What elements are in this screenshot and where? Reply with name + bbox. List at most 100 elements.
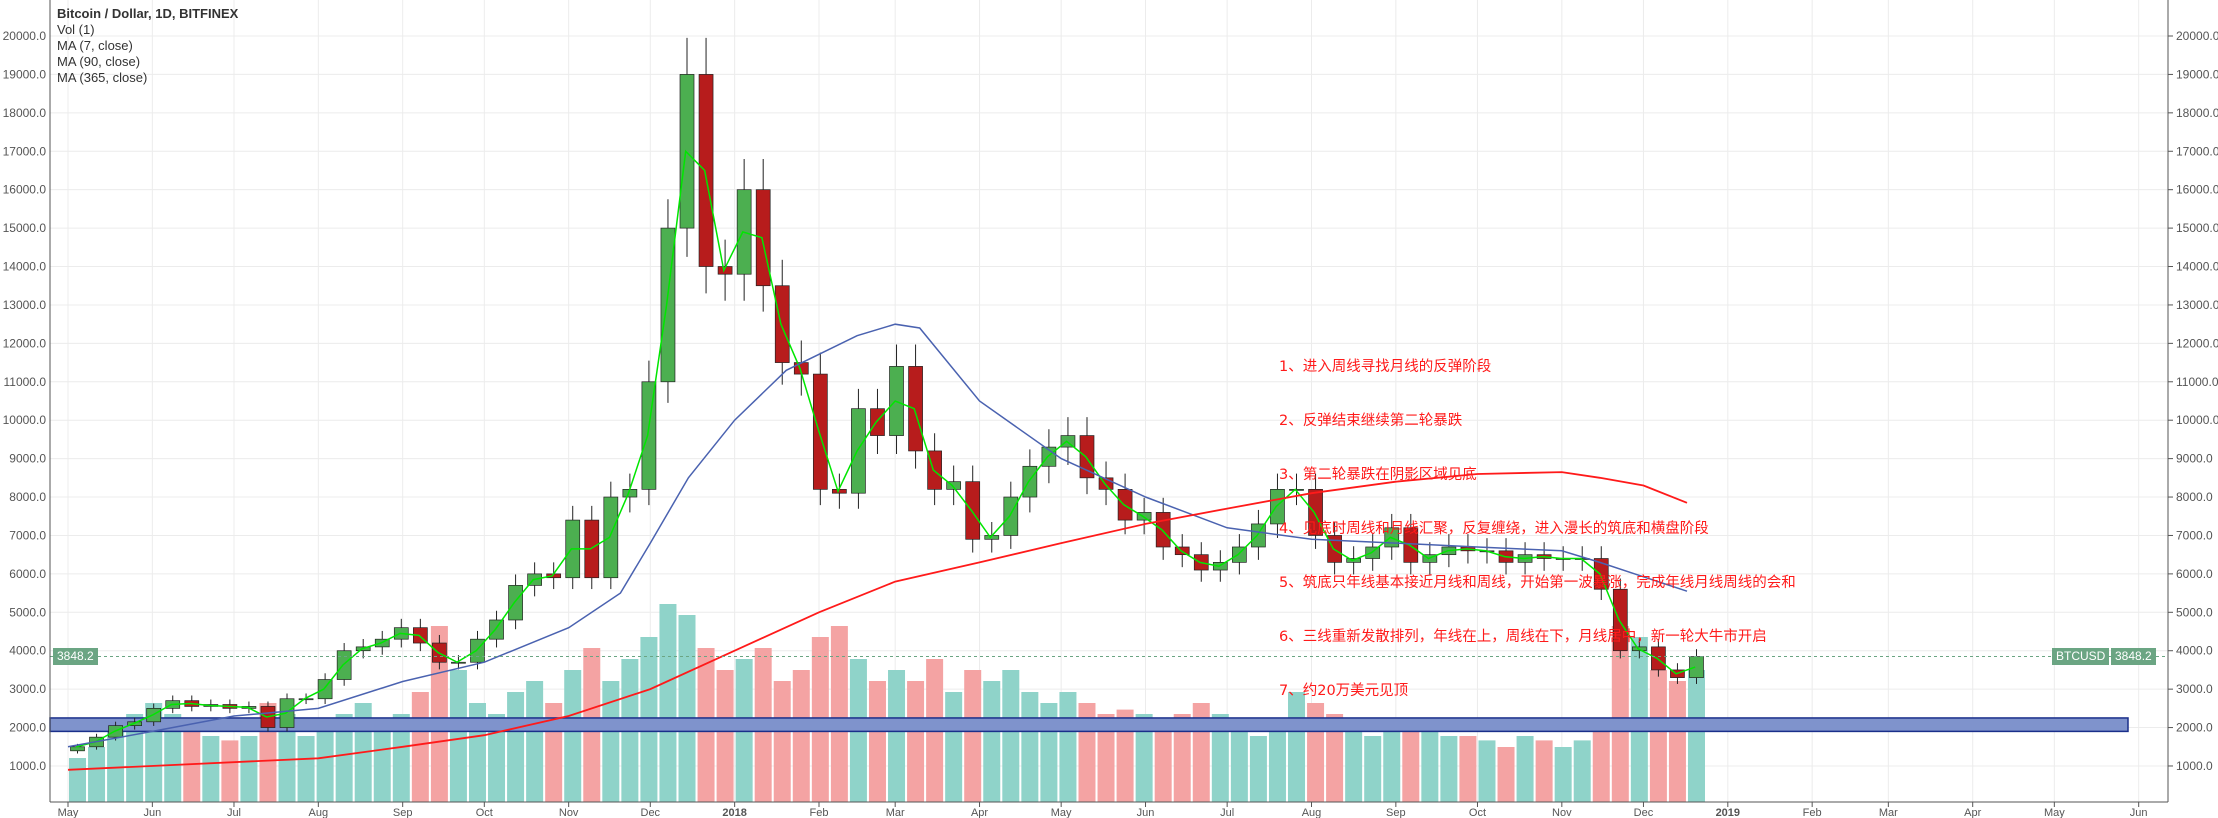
volume-bar — [1154, 718, 1172, 802]
candle — [603, 496, 619, 579]
candle — [489, 619, 504, 640]
y-tick-label: 4000.0 — [2176, 644, 2213, 658]
candle — [679, 74, 695, 229]
volume-bar — [945, 692, 963, 802]
x-tick-label: Sep — [1386, 807, 1406, 818]
x-tick-label: Jul — [1220, 807, 1234, 818]
symbol-tag: BTCUSD — [2052, 648, 2110, 665]
x-tick-label: May — [1051, 807, 1072, 818]
left-price-tag: 3848.2 — [53, 648, 98, 665]
candle — [755, 189, 771, 287]
candle — [1593, 558, 1609, 590]
volume-bar — [1649, 670, 1667, 802]
volume-bar — [488, 714, 506, 802]
y-tick-label-left: 2000.0 — [9, 721, 46, 735]
candle — [1022, 465, 1038, 498]
volume-bar — [1345, 725, 1363, 802]
y-tick-label-left: 19000.0 — [3, 67, 47, 81]
y-tick-label-left: 5000.0 — [9, 605, 46, 619]
volume-bar — [792, 670, 810, 802]
legend-ma90[interactable]: MA (90, close) — [57, 54, 141, 69]
volume-bar — [335, 714, 353, 802]
volume-bar — [659, 604, 677, 802]
legend-vol[interactable]: Vol (1) — [57, 22, 95, 37]
y-tick-label: 17000.0 — [2176, 144, 2218, 158]
candle — [698, 74, 714, 267]
y-tick-label: 15000.0 — [2176, 221, 2218, 235]
legend: Bitcoin / Dollar, 1D, BITFINEX Vol (1) M… — [57, 6, 238, 86]
volume-bar — [107, 725, 125, 802]
volume-bar — [773, 681, 791, 802]
grid — [50, 0, 2168, 802]
ma7-line — [76, 149, 1696, 748]
volume-bar — [1497, 747, 1515, 802]
axes: 1000.0 1000.0 2000.0 2000.0 3000.0 3000.0 4000… — [3, 0, 2218, 818]
candle — [851, 408, 866, 494]
note-2: 2、反弹结束继续第二轮暴跌 — [1279, 413, 1463, 429]
candle — [508, 585, 523, 621]
x-tick-label: Aug — [1302, 807, 1322, 818]
volume-bar — [1097, 714, 1115, 802]
volume-bar — [1535, 740, 1553, 802]
volume-bar — [1421, 725, 1439, 802]
y-tick-label: 10000.0 — [2176, 413, 2218, 427]
y-tick-label: 7000.0 — [2176, 528, 2213, 542]
x-tick-label: Aug — [309, 807, 329, 818]
y-tick-label-left: 6000.0 — [9, 567, 46, 581]
ma90-line — [67, 323, 1688, 748]
volume-bar — [1021, 692, 1039, 802]
x-tick-label: Apr — [971, 807, 988, 818]
x-tick-label: Feb — [1803, 807, 1822, 818]
candle — [965, 481, 981, 540]
volume-bar — [526, 681, 544, 802]
x-tick-label: Jul — [227, 807, 241, 818]
volume-bar — [1173, 714, 1191, 802]
y-tick-label: 1000.0 — [2176, 759, 2213, 773]
x-tick-label: Dec — [1634, 807, 1654, 818]
volume-bar — [888, 670, 906, 802]
x-tick-label: Oct — [1469, 807, 1486, 818]
candle — [1098, 477, 1114, 490]
volume-bar — [868, 681, 886, 802]
support-zone[interactable] — [49, 717, 2129, 733]
y-tick-label-left: 9000.0 — [9, 452, 46, 466]
candle — [946, 481, 962, 490]
volume-bar — [1268, 725, 1286, 802]
candle — [812, 373, 828, 490]
volume-bar — [1326, 714, 1344, 802]
volume-bar — [411, 692, 429, 802]
y-tick-label-left: 12000.0 — [3, 336, 47, 350]
volume-bar — [716, 670, 734, 802]
volume-bar — [1459, 736, 1477, 802]
y-tick-label-left: 11000.0 — [4, 375, 47, 389]
volume-bar — [964, 670, 982, 802]
candle — [1651, 646, 1666, 671]
volume-bar — [221, 740, 239, 802]
candle — [336, 650, 352, 680]
x-tick-label: Oct — [476, 807, 493, 818]
legend-ma7[interactable]: MA (7, close) — [57, 38, 133, 53]
candle — [641, 381, 657, 490]
volume-bar — [1135, 714, 1153, 802]
volume-bar — [1440, 736, 1458, 802]
candle — [1003, 496, 1019, 536]
volume-bar — [1554, 747, 1572, 802]
x-tick-label: Mar — [1879, 807, 1898, 818]
volume-bar — [907, 681, 925, 802]
candle — [1136, 512, 1152, 521]
note-3: 3、第二轮暴跌在阴影区域见底 — [1279, 467, 1477, 483]
volume-bar — [202, 736, 220, 802]
volume-bar — [1687, 670, 1705, 802]
legend-ma365[interactable]: MA (365, close) — [57, 70, 148, 85]
volume-bar — [1211, 714, 1229, 802]
x-tick-label: Jun — [2130, 807, 2148, 818]
y-tick-label-left: 7000.0 — [9, 528, 46, 542]
x-tick-label: Mar — [886, 807, 905, 818]
volume-bar — [1611, 626, 1629, 802]
ma-lines — [50, 149, 2168, 771]
y-tick-label-left: 10000.0 — [3, 413, 47, 427]
volume-bar — [69, 758, 86, 802]
x-tick-label: May — [2044, 807, 2065, 818]
volume-bar — [373, 725, 391, 802]
